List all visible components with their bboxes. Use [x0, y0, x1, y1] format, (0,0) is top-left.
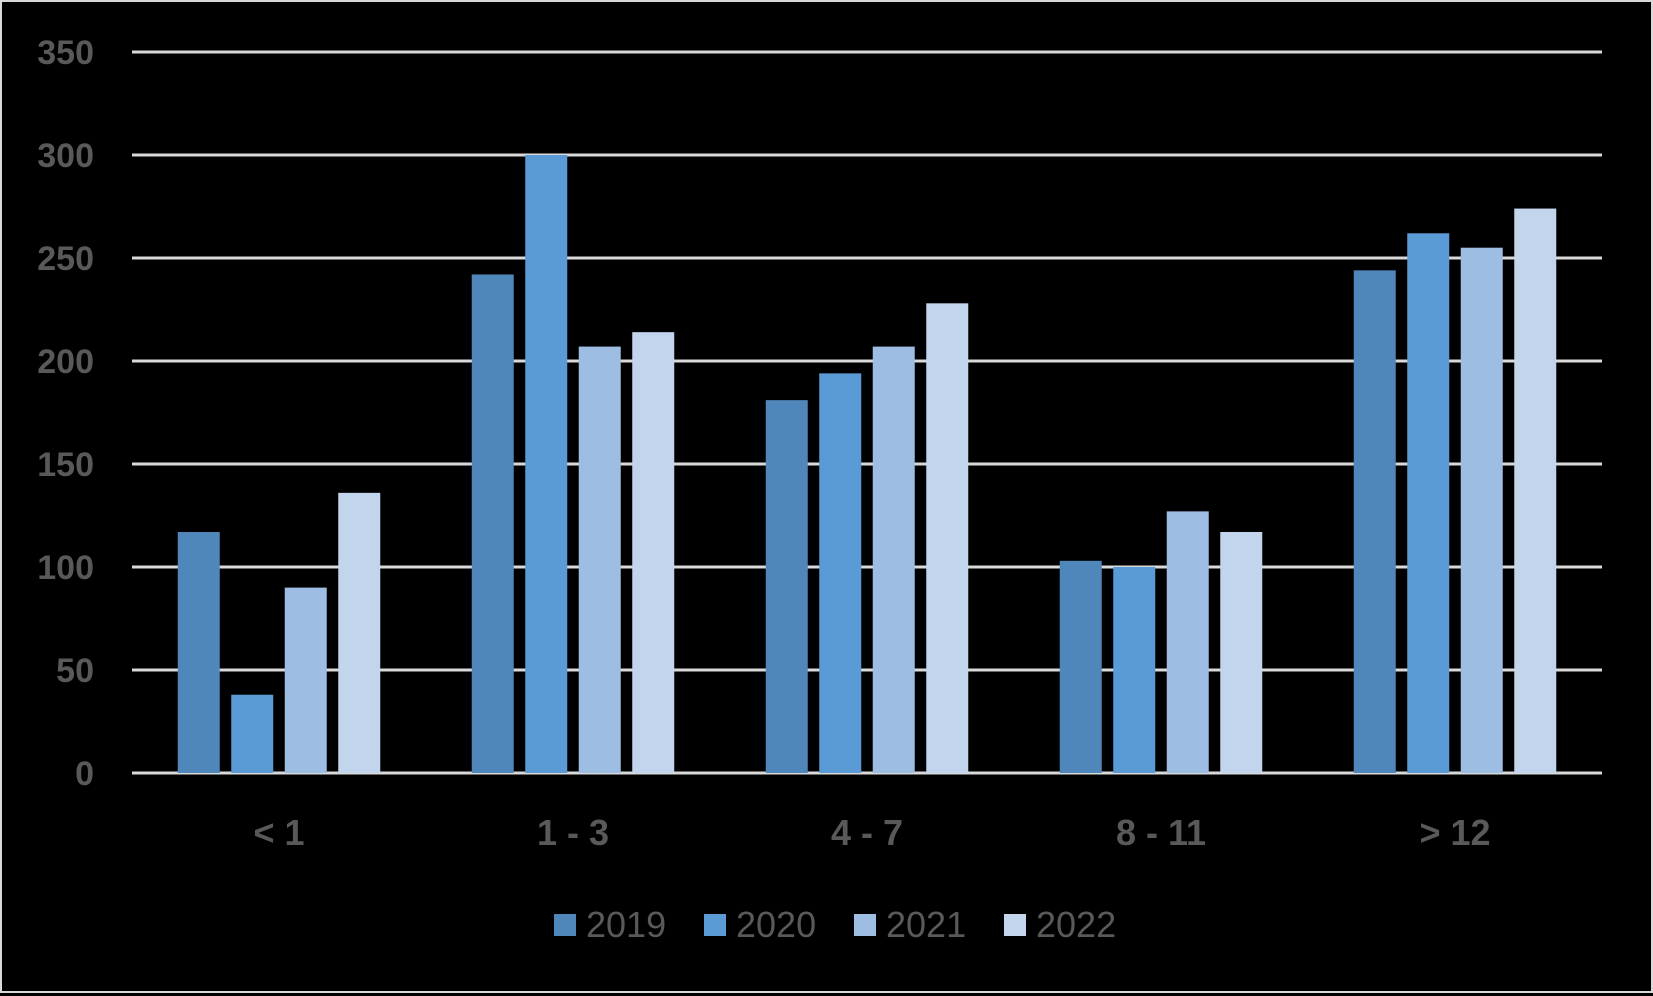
legend-swatch-2019 — [554, 914, 576, 936]
bar-2021-4 — [1460, 247, 1503, 773]
bar-2020-2 — [819, 373, 862, 773]
x-tick-label: 1 - 3 — [537, 812, 609, 853]
bar-2022-0 — [338, 492, 381, 773]
legend-swatch-2021 — [854, 914, 876, 936]
bar-2019-2 — [765, 400, 808, 773]
x-tick-label: > 12 — [1419, 812, 1490, 853]
legend-swatch-2022 — [1004, 914, 1026, 936]
y-tick-label: 250 — [37, 240, 94, 278]
y-tick-label: 200 — [37, 343, 94, 381]
legend-label: 2020 — [736, 904, 816, 945]
bar-2022-1 — [632, 332, 675, 773]
bar-2022-2 — [926, 303, 969, 773]
bar-2021-1 — [578, 346, 621, 773]
bar-2022-3 — [1220, 531, 1263, 773]
bar-2021-0 — [284, 587, 327, 773]
y-tick-label: 350 — [37, 34, 94, 72]
y-tick-label: 100 — [37, 549, 94, 587]
bar-2020-3 — [1113, 567, 1156, 773]
y-tick-label: 0 — [75, 755, 94, 793]
legend-label: 2022 — [1036, 904, 1116, 945]
bar-2022-4 — [1514, 208, 1557, 773]
bar-2019-1 — [471, 274, 514, 773]
legend-swatch-2020 — [704, 914, 726, 936]
y-axis-ticks: 0 50 100 150 200 250 300 350 — [37, 34, 94, 793]
bar-2020-1 — [525, 155, 568, 773]
bar-2019-4 — [1353, 270, 1396, 773]
bars — [177, 155, 1557, 773]
bar-2021-3 — [1166, 511, 1209, 773]
legend-label: 2019 — [586, 904, 666, 945]
legend: 2019 2020 2021 2022 — [554, 904, 1116, 945]
x-tick-label: 8 - 11 — [1116, 812, 1206, 853]
bar-2019-3 — [1059, 560, 1102, 773]
x-axis-ticks: < 1 1 - 3 4 - 7 8 - 11 > 12 — [253, 812, 1490, 853]
x-tick-label: 4 - 7 — [831, 812, 903, 853]
y-tick-label: 50 — [56, 652, 94, 690]
legend-label: 2021 — [886, 904, 966, 945]
bar-2021-2 — [872, 346, 915, 773]
x-tick-label: < 1 — [253, 812, 304, 853]
bar-2019-0 — [177, 531, 220, 773]
y-tick-label: 300 — [37, 137, 94, 175]
y-tick-label: 150 — [37, 446, 94, 484]
bar-2020-0 — [231, 694, 274, 773]
bar-2020-4 — [1407, 233, 1450, 773]
